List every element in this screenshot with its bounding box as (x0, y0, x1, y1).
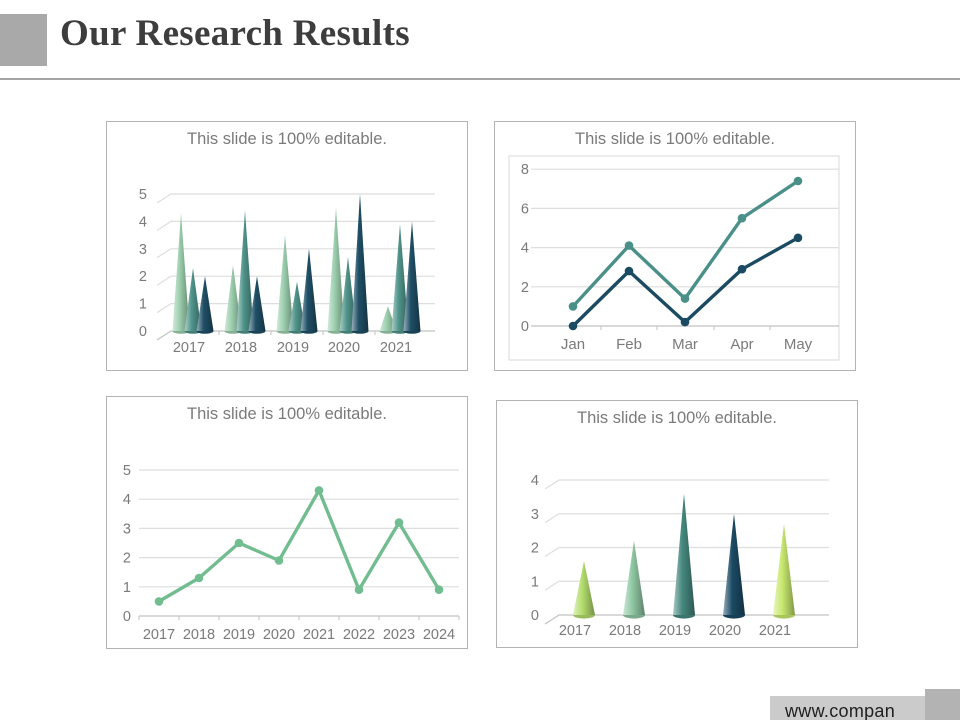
svg-text:0: 0 (531, 608, 539, 624)
header-accent-square (0, 14, 47, 66)
svg-text:2: 2 (531, 541, 539, 557)
footer-url-bar: www.compan (770, 696, 925, 720)
svg-text:2024: 2024 (423, 627, 455, 643)
chart-title: This slide is 100% editable. (187, 130, 387, 148)
chart-title: This slide is 100% editable. (187, 405, 387, 423)
svg-text:0: 0 (521, 319, 529, 335)
svg-text:2017: 2017 (143, 627, 175, 643)
svg-text:1: 1 (531, 574, 539, 590)
chart-title: This slide is 100% editable. (575, 130, 775, 148)
svg-text:4: 4 (531, 473, 539, 489)
chart-title: This slide is 100% editable. (577, 409, 777, 427)
svg-text:0: 0 (123, 609, 131, 625)
svg-text:2021: 2021 (303, 627, 335, 643)
svg-text:Apr: Apr (730, 336, 753, 353)
header-divider (0, 78, 960, 80)
svg-text:2: 2 (521, 280, 529, 296)
svg-text:1: 1 (123, 580, 131, 596)
svg-text:4: 4 (123, 492, 131, 508)
svg-text:5: 5 (123, 463, 131, 479)
svg-text:2020: 2020 (328, 340, 360, 356)
svg-text:May: May (784, 336, 813, 353)
svg-text:2: 2 (139, 269, 147, 285)
svg-text:0: 0 (139, 324, 147, 340)
chart-panel-cone-multi: This slide is 100% editable. 0 1 2 3 4 5 2017 2… (106, 121, 468, 371)
chart-panel-line-months: This slide is 100% editable. 0 2 4 6 8 Jan Feb… (494, 121, 856, 371)
svg-text:2018: 2018 (225, 340, 257, 356)
chart-panel-cone-single: This slide is 100% editable. 0 1 2 3 4 2017 20… (496, 400, 858, 648)
svg-text:3: 3 (123, 521, 131, 537)
footer-accent-square (925, 689, 960, 720)
cone-bar-chart[interactable]: 0 1 2 3 4 5 2017 2018 2019 2020 2021 (107, 152, 467, 372)
svg-text:2: 2 (123, 551, 131, 567)
svg-text:6: 6 (521, 201, 529, 217)
svg-text:Feb: Feb (616, 336, 642, 353)
svg-text:2018: 2018 (183, 627, 215, 643)
svg-text:2020: 2020 (709, 623, 741, 639)
svg-text:1: 1 (139, 297, 147, 313)
svg-text:3: 3 (531, 507, 539, 523)
svg-text:2017: 2017 (559, 623, 591, 639)
svg-text:2017: 2017 (173, 340, 205, 356)
svg-text:Mar: Mar (672, 336, 698, 353)
svg-text:3: 3 (139, 242, 147, 258)
svg-text:2021: 2021 (759, 623, 791, 639)
cone-bar-chart-single[interactable]: 0 1 2 3 4 2017 2018 2019 2020 2021 (497, 431, 857, 649)
svg-text:2022: 2022 (343, 627, 375, 643)
svg-text:2019: 2019 (659, 623, 691, 639)
line-chart-months[interactable]: 0 2 4 6 8 Jan Feb Mar Apr May (495, 152, 855, 372)
svg-text:5: 5 (139, 187, 147, 203)
svg-text:Jan: Jan (561, 336, 585, 353)
svg-text:2020: 2020 (263, 627, 295, 643)
svg-text:8: 8 (521, 162, 529, 178)
svg-text:2019: 2019 (277, 340, 309, 356)
line-chart-years[interactable]: 0 1 2 3 4 5 2017 2018 2019 2020 2021 2022 2023 2024 (107, 427, 467, 650)
svg-text:2018: 2018 (609, 623, 641, 639)
svg-text:2021: 2021 (380, 340, 412, 356)
svg-text:2019: 2019 (223, 627, 255, 643)
page-title: Our Research Results (60, 13, 410, 54)
footer-url-link[interactable]: www.compan (785, 701, 896, 720)
svg-text:4: 4 (521, 241, 529, 257)
svg-text:4: 4 (139, 214, 147, 230)
chart-panel-line-years: This slide is 100% editable. 0 1 2 3 4 5 2017 2… (106, 396, 468, 649)
svg-text:2023: 2023 (383, 627, 415, 643)
